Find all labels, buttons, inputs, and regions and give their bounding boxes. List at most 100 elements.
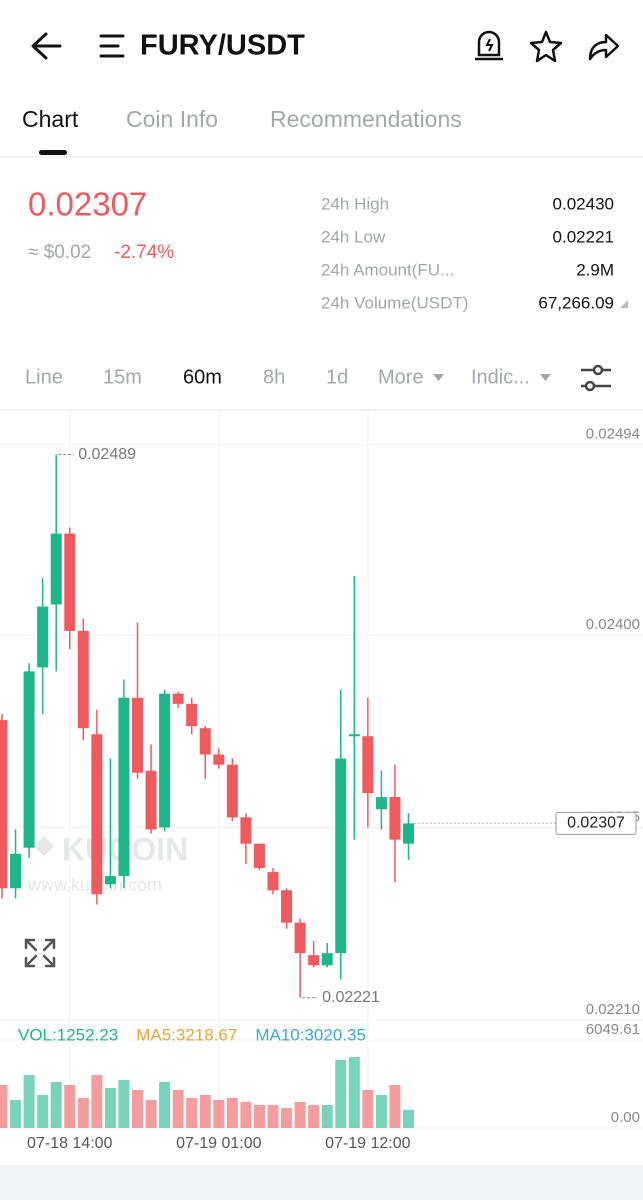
settings-button[interactable]: [581, 364, 611, 392]
volume-bar: [64, 1085, 76, 1128]
last-price-box: [555, 811, 637, 835]
volume-bar: [226, 1097, 238, 1128]
candle-body: [321, 953, 333, 966]
volume-bar: [199, 1094, 211, 1128]
back-button[interactable]: [31, 32, 62, 60]
stat-label: 24h High: [321, 194, 389, 213]
stat-label: 24h Volume(USDT): [321, 293, 468, 312]
stat-label: 24h Amount(FU...: [321, 260, 454, 279]
stat-value: 2.9M: [576, 260, 614, 279]
candle-body: [77, 630, 89, 729]
stat-label: 24h Low: [321, 227, 386, 246]
volume-bar: [240, 1101, 252, 1128]
volume-bar: [0, 1085, 8, 1128]
timeframe[interactable]: 60m: [183, 366, 222, 388]
candle-body: [145, 770, 157, 830]
volume-bar: [118, 1079, 130, 1128]
candle-body: [389, 797, 401, 840]
volume-bar: [104, 1087, 116, 1128]
timeframe[interactable]: Indic...: [471, 366, 530, 388]
corner-mark: [620, 300, 628, 308]
candle-body: [10, 853, 22, 889]
candle-body: [37, 606, 49, 668]
volume-bar: [294, 1101, 306, 1128]
legend-entry: VOL:1252.23: [18, 1025, 118, 1044]
dropdown-arrow: [540, 374, 551, 381]
y-tick-label: 0.02494: [586, 425, 640, 442]
volume-bar: [213, 1099, 225, 1128]
volume-legend: VOL:1252.23 MA5:3218.67 MA10:3020.35: [18, 1025, 366, 1044]
dropdown-arrow: [433, 374, 444, 381]
volume-bar: [159, 1081, 171, 1128]
y-tick-label: 0.02400: [586, 616, 640, 633]
tab[interactable]: Coin Info: [126, 106, 218, 132]
volume-bar: [23, 1074, 35, 1128]
candle-body: [308, 955, 320, 966]
tab[interactable]: Recommendations: [270, 106, 462, 132]
candle-body: [348, 734, 360, 737]
favorite-button[interactable]: [529, 30, 563, 63]
candle-body: [199, 728, 211, 755]
menu-icon[interactable]: [99, 34, 125, 58]
bottom-bar: [0, 1165, 643, 1200]
stat-value: 0.02430: [553, 194, 614, 213]
candle-body: [50, 533, 62, 605]
candle-body: [281, 890, 293, 923]
pair-title: FURY/USDT: [140, 30, 305, 62]
timeframe[interactable]: 8h: [263, 366, 285, 388]
min-label: 0.02221: [322, 989, 380, 1006]
chart: 07-18 14:00 07-19 01:00 07-19 12:00 0.02494…: [0, 412, 643, 1152]
expand-button[interactable]: [24, 938, 56, 968]
candle-body: [91, 734, 103, 895]
usd-price: ≈ $0.02: [28, 242, 91, 263]
stat-value: 67,266.09: [538, 293, 614, 312]
candle-body: [226, 764, 238, 818]
candle-body: [213, 754, 225, 765]
y-tick-label: 0.00: [611, 1109, 640, 1126]
candle-body: [294, 922, 306, 954]
x-tick-label: 07-19 01:00: [176, 1135, 262, 1152]
volume-bar: [281, 1107, 293, 1128]
candle-body: [104, 876, 116, 885]
candle-body: [118, 697, 130, 877]
volume-bar: [362, 1089, 374, 1128]
candle-body: [23, 671, 35, 848]
y-tick-label: 0.02210: [586, 1001, 640, 1018]
volume-bar: [375, 1094, 387, 1128]
candle-body: [335, 758, 347, 954]
volume-bar: [10, 1099, 22, 1128]
volume-bar: [253, 1105, 265, 1128]
candle-body: [64, 533, 76, 631]
volume-bar: [186, 1097, 198, 1128]
candle-body: [253, 843, 265, 868]
timeframe[interactable]: 1d: [326, 366, 348, 388]
alert-button[interactable]: [475, 30, 503, 61]
candle-body: [0, 720, 8, 889]
candle-body: [172, 693, 184, 704]
candle-body: [159, 693, 171, 828]
legend-entry: MA10:3020.35: [255, 1025, 366, 1044]
candle-body: [132, 697, 143, 773]
max-label: 0.02489: [78, 446, 136, 463]
candle-body: [403, 823, 414, 844]
stat-value: 0.02221: [553, 227, 614, 246]
tab[interactable]: Chart: [22, 106, 79, 132]
watermark: KUCOIN www.kucoin.com: [27, 831, 188, 894]
volume-bar: [403, 1109, 414, 1128]
timeframe[interactable]: More: [378, 366, 424, 388]
y-tick-label: 6049.61: [586, 1021, 640, 1038]
candle-body: [240, 817, 252, 844]
timeframe[interactable]: 15m: [103, 366, 142, 388]
candle-body: [186, 703, 198, 727]
volume-bar: [321, 1105, 333, 1128]
x-tick-label: 07-18 14:00: [27, 1135, 113, 1152]
candle-body: [375, 797, 387, 810]
volume-bar: [267, 1105, 279, 1128]
share-button[interactable]: [588, 33, 620, 61]
timeframe[interactable]: Line: [25, 366, 63, 388]
last-price-label: 0.02307: [567, 815, 625, 832]
volume-bar: [308, 1105, 320, 1128]
volume-bar: [77, 1097, 89, 1128]
volume-bar: [132, 1089, 143, 1128]
